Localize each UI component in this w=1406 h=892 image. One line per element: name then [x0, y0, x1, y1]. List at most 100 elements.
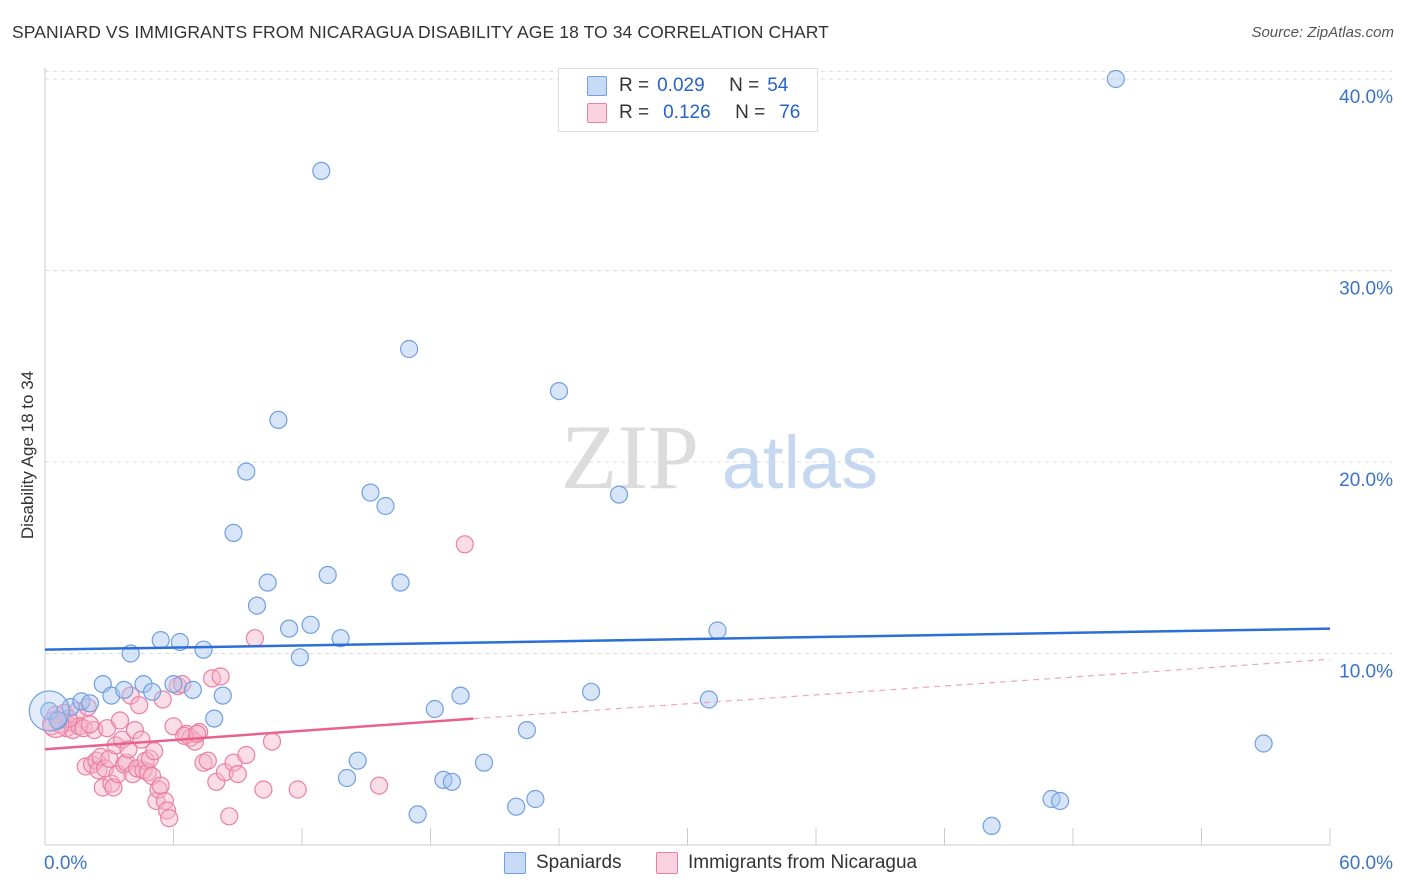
nicaragua-point — [220, 807, 239, 826]
legend-swatch-nicaragua — [587, 103, 607, 123]
bottom-legend-label-nicaragua: Immigrants from Nicaragua — [688, 852, 918, 873]
spaniards-point — [312, 161, 331, 180]
legend-row-nicaragua: R = 0.126 N = 76 — [559, 100, 800, 126]
spaniards-point — [425, 699, 444, 719]
y-tick-label: 10.0% — [1339, 662, 1393, 683]
nicaragua-point — [132, 730, 151, 749]
spaniards-point — [331, 629, 350, 648]
spaniards-point — [337, 768, 357, 788]
nicaragua-point — [160, 809, 179, 828]
watermark: ZIP atlas — [561, 406, 878, 508]
spaniards-point — [609, 485, 629, 504]
nicaragua-point — [104, 778, 123, 797]
nicaragua-point — [125, 720, 144, 740]
legend-r-value: 0.126 — [663, 102, 711, 123]
nicaragua-point — [288, 780, 307, 799]
bottom-legend-swatch-nicaragua — [656, 852, 678, 874]
legend-n-value: 54 — [767, 75, 789, 96]
spaniards-point — [247, 596, 267, 615]
watermark-zip: ZIP — [561, 406, 699, 508]
spaniards-point — [474, 753, 494, 772]
nicaragua-point — [117, 753, 136, 772]
nicaragua-point — [370, 776, 389, 795]
spaniards-point — [213, 686, 232, 705]
nicaragua-point — [228, 764, 247, 784]
spaniards-point — [526, 789, 545, 809]
nicaragua-point — [110, 711, 130, 730]
spaniards-point — [164, 674, 183, 694]
legend-swatch-spaniards — [587, 76, 607, 96]
spaniards-point — [361, 483, 380, 502]
spaniards-point — [507, 797, 526, 816]
spaniards-point — [1254, 734, 1273, 753]
axes — [44, 68, 1331, 846]
nicaragua-point — [245, 629, 264, 648]
nicaragua-point — [89, 761, 108, 780]
bottom-legend-label-spaniards: Spaniards — [536, 852, 622, 873]
bottom-legend-spaniards: Spaniards — [504, 852, 622, 874]
spaniards-point — [699, 690, 719, 709]
spaniards-point — [348, 751, 367, 770]
legend-row-spaniards: R = 0.029 N = 54 — [559, 73, 788, 99]
watermark-atlas: atlas — [722, 421, 878, 504]
spaniards-point — [581, 682, 601, 701]
x-tick-label-max: 60.0% — [1339, 853, 1393, 874]
legend-r-label: R = — [619, 102, 650, 123]
legend-n-label: N = — [735, 102, 766, 123]
nicaragua-point — [80, 715, 100, 734]
spaniards-point — [376, 496, 395, 516]
spaniards-point — [224, 523, 243, 543]
spaniards-point — [301, 615, 320, 634]
nicaragua-point — [145, 742, 164, 761]
spaniards-point — [237, 462, 256, 481]
nicaragua-point — [198, 751, 217, 770]
nicaragua-point — [455, 535, 474, 554]
tick-labels: 10.0% 20.0% 30.0% 40.0% 0.0% 60.0% — [44, 87, 1393, 874]
spaniards-point — [391, 573, 410, 592]
spaniards-cluster — [28, 690, 70, 732]
spaniards-point — [318, 565, 337, 585]
legend-r-value: 0.029 — [657, 75, 705, 96]
spaniards-point — [1106, 69, 1125, 89]
bottom-legend-swatch-spaniards — [504, 852, 526, 874]
spaniards-point — [442, 772, 461, 791]
x-tick-label-min: 0.0% — [44, 853, 87, 874]
legend-r-label: R = — [619, 75, 650, 96]
nicaragua-point — [262, 732, 282, 751]
spaniards-point — [205, 709, 224, 728]
spaniards-point — [517, 720, 537, 740]
legend-n-label: N = — [729, 75, 760, 96]
y-tick-label: 30.0% — [1339, 279, 1393, 300]
nicaragua-point — [254, 780, 273, 799]
nicaragua-point — [119, 740, 138, 759]
spaniards-point — [290, 648, 309, 667]
spaniards-point — [61, 697, 80, 717]
source-label: Source: ZipAtlas.com — [1251, 24, 1394, 41]
spaniards-point — [80, 694, 100, 713]
spaniards-point — [143, 682, 162, 701]
spaniards-point — [269, 410, 288, 429]
spaniards-point — [400, 339, 419, 359]
nicaragua-trend-line — [44, 717, 474, 751]
spaniards-point — [258, 573, 277, 592]
nicaragua-point — [211, 667, 230, 686]
spaniards-point — [451, 686, 470, 705]
spaniards-point — [1050, 791, 1070, 811]
bottom-legend-nicaragua: Immigrants from Nicaragua — [656, 852, 917, 874]
spaniards-point — [280, 619, 299, 638]
nicaragua-point — [93, 778, 112, 797]
spaniards-point — [549, 382, 569, 401]
legend-n-value: 76 — [779, 102, 801, 123]
correlation-legend: R = 0.029 N = 54 R = 0.126 N = 76 — [558, 68, 818, 132]
spaniards-point — [151, 630, 170, 650]
nicaragua-point — [237, 745, 256, 765]
spaniards-trend-line — [44, 627, 1331, 651]
nicaragua-point — [151, 776, 170, 795]
nicaragua-trend-extension — [473, 658, 1331, 720]
spaniards-point — [194, 640, 213, 659]
spaniards-point — [708, 621, 727, 640]
nicaragua-point — [130, 696, 149, 715]
grid-lines — [45, 70, 1392, 654]
trend-lines — [44, 627, 1331, 751]
